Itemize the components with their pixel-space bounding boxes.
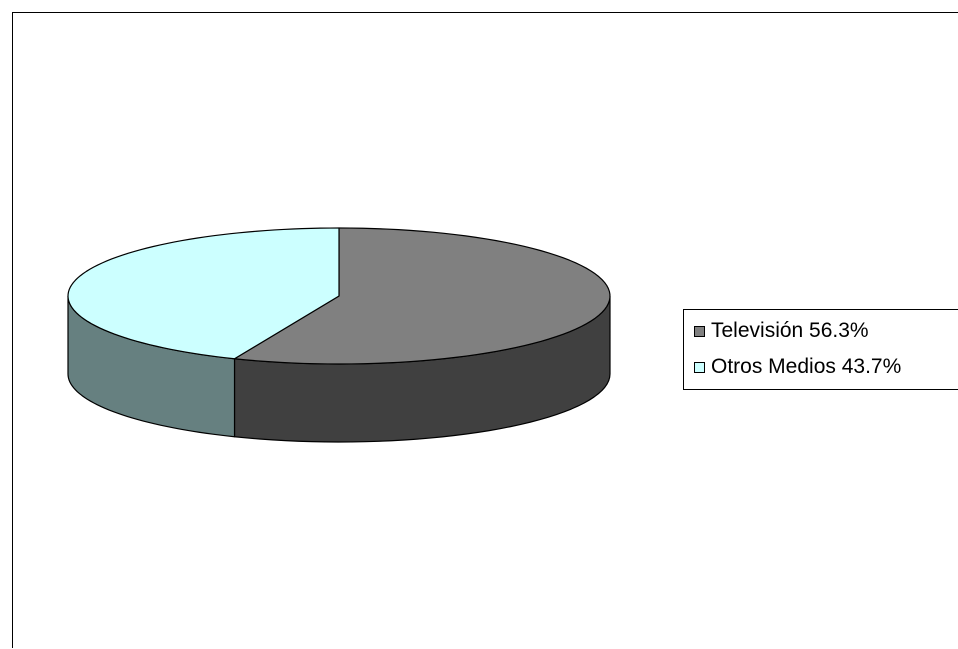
chart-area: Televisión 56.3% Otros Medios 43.7% bbox=[12, 12, 958, 648]
pie-chart bbox=[67, 227, 611, 443]
chart-legend: Televisión 56.3% Otros Medios 43.7% bbox=[683, 309, 958, 390]
legend-item-otros-medios: Otros Medios 43.7% bbox=[694, 354, 901, 380]
legend-swatch-otros-medios bbox=[694, 361, 705, 373]
legend-label-television: Televisión 56.3% bbox=[711, 319, 869, 342]
legend-item-television: Televisión 56.3% bbox=[694, 318, 869, 344]
legend-swatch-television bbox=[694, 325, 705, 337]
legend-label-otros-medios: Otros Medios 43.7% bbox=[711, 355, 902, 378]
pie-slice-1 bbox=[67, 227, 340, 360]
pie-slice-0 bbox=[233, 227, 611, 365]
